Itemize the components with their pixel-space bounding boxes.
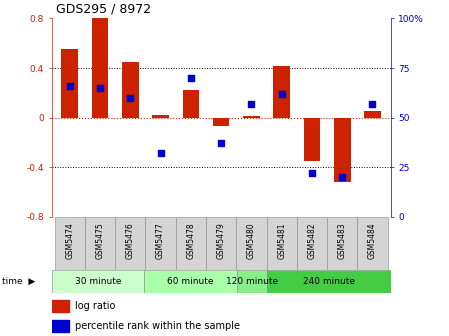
Point — [127, 95, 134, 100]
Bar — [176, 217, 206, 270]
Point — [218, 141, 225, 146]
Bar — [183, 90, 199, 118]
Text: GDS295 / 8972: GDS295 / 8972 — [56, 2, 151, 15]
Text: GSM5483: GSM5483 — [338, 222, 347, 259]
Text: 30 minute: 30 minute — [75, 277, 121, 286]
Text: GSM5476: GSM5476 — [126, 222, 135, 259]
Bar — [364, 112, 381, 118]
Text: time  ▶: time ▶ — [2, 277, 35, 286]
Bar — [85, 217, 115, 270]
Bar — [152, 115, 169, 118]
Bar — [267, 217, 297, 270]
Bar — [357, 217, 387, 270]
Bar — [267, 270, 391, 293]
Bar — [297, 217, 327, 270]
Text: GSM5478: GSM5478 — [186, 222, 195, 259]
Bar — [52, 320, 69, 332]
Text: percentile rank within the sample: percentile rank within the sample — [75, 321, 240, 331]
Bar — [144, 270, 237, 293]
Bar — [145, 217, 176, 270]
Bar — [236, 217, 267, 270]
Bar — [273, 66, 290, 118]
Bar — [304, 118, 320, 161]
Point — [248, 101, 255, 107]
Bar — [206, 217, 236, 270]
Point — [187, 75, 194, 81]
Text: GSM5482: GSM5482 — [308, 223, 317, 259]
Point — [308, 170, 316, 176]
Text: 60 minute: 60 minute — [167, 277, 214, 286]
Text: log ratio: log ratio — [75, 301, 116, 311]
Bar — [237, 270, 267, 293]
Point — [278, 91, 285, 96]
Bar — [327, 217, 357, 270]
Point — [369, 101, 376, 107]
Bar — [115, 217, 145, 270]
Bar — [52, 270, 144, 293]
Text: GSM5481: GSM5481 — [277, 223, 286, 259]
Bar — [243, 116, 260, 118]
Bar — [52, 300, 69, 312]
Bar — [55, 217, 85, 270]
Bar — [213, 118, 229, 126]
Point — [66, 83, 73, 89]
Bar — [92, 18, 108, 118]
Point — [339, 174, 346, 180]
Bar — [62, 49, 78, 118]
Text: GSM5474: GSM5474 — [65, 222, 74, 259]
Text: GSM5477: GSM5477 — [156, 222, 165, 259]
Text: 120 minute: 120 minute — [226, 277, 278, 286]
Text: GSM5475: GSM5475 — [96, 222, 105, 259]
Text: 240 minute: 240 minute — [303, 277, 355, 286]
Text: GSM5484: GSM5484 — [368, 222, 377, 259]
Point — [157, 151, 164, 156]
Bar — [334, 118, 351, 182]
Text: GSM5480: GSM5480 — [247, 222, 256, 259]
Point — [97, 85, 104, 91]
Text: GSM5479: GSM5479 — [216, 222, 226, 259]
Bar — [122, 62, 139, 118]
